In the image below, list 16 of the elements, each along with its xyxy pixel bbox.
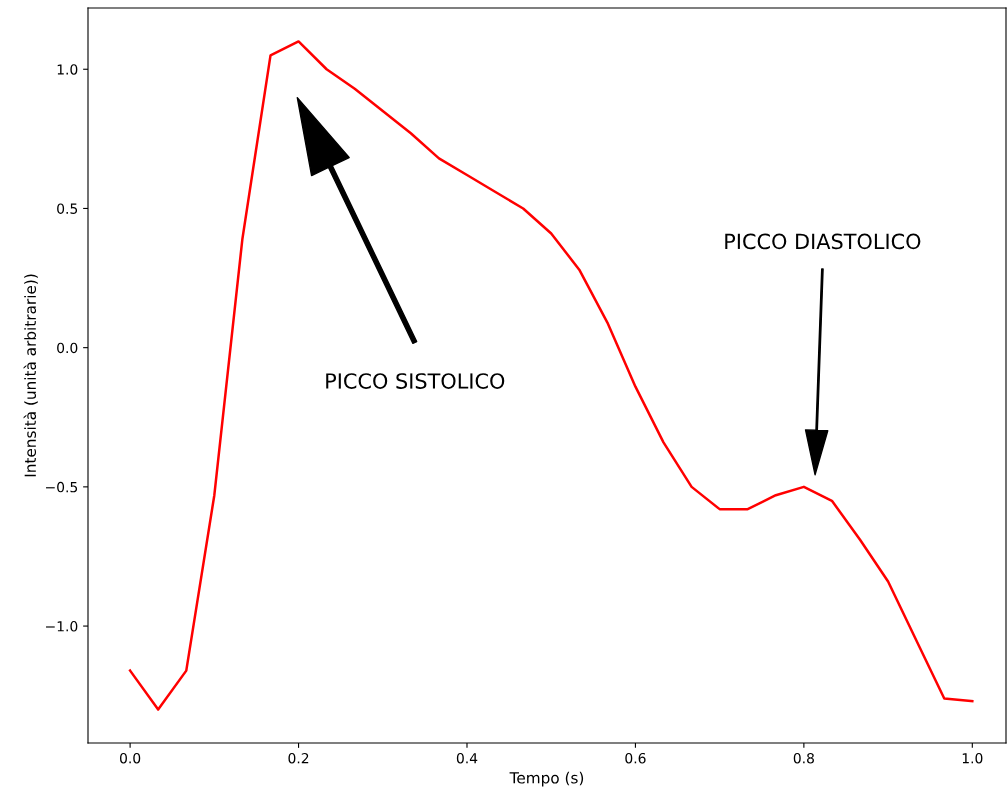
- x-tick-label: 0.2: [288, 752, 309, 764]
- y-tick-label: 1.0: [57, 64, 78, 75]
- line-series: [128, 40, 974, 711]
- y-tick-label: 0.0: [57, 342, 78, 354]
- x-axis-title: Tempo (s): [509, 771, 584, 787]
- x-tick-label: 0.0: [119, 752, 141, 764]
- x-tick-label: 1.0: [962, 752, 983, 764]
- y-tick-label: −0.5: [46, 481, 78, 493]
- y-axis-title: Intensità (unità arbitrarie)): [23, 274, 38, 477]
- x-tick-label: 0.8: [793, 752, 814, 764]
- annotation: PICCO SISTOLICO: [326, 373, 505, 389]
- x-tick-label: 0.4: [456, 752, 478, 764]
- y-tick-label: −1.0: [46, 621, 78, 632]
- annotation: PICCO DIASTOLICO: [725, 233, 921, 250]
- y-tick-label: 0.5: [57, 203, 78, 214]
- x-tick-label: 0.6: [625, 752, 646, 764]
